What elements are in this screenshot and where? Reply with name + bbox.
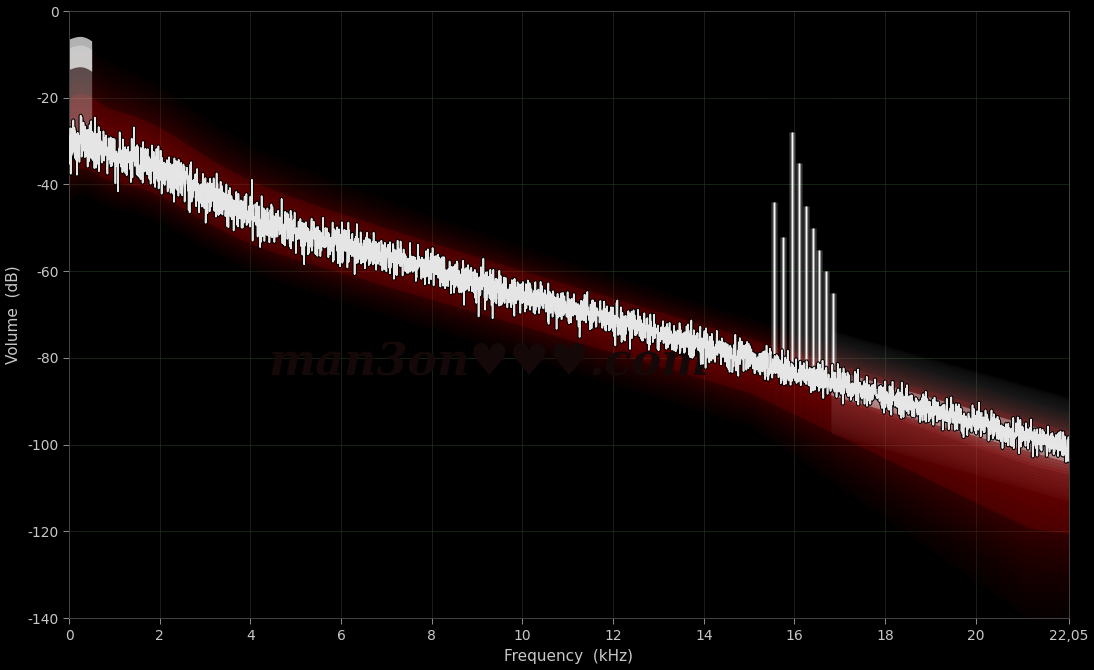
Text: man3on♥♥♥.com: man3on♥♥♥.com [269,342,709,385]
X-axis label: Frequency  (kHz): Frequency (kHz) [504,649,633,665]
Y-axis label: Volume  (dB): Volume (dB) [5,265,21,364]
